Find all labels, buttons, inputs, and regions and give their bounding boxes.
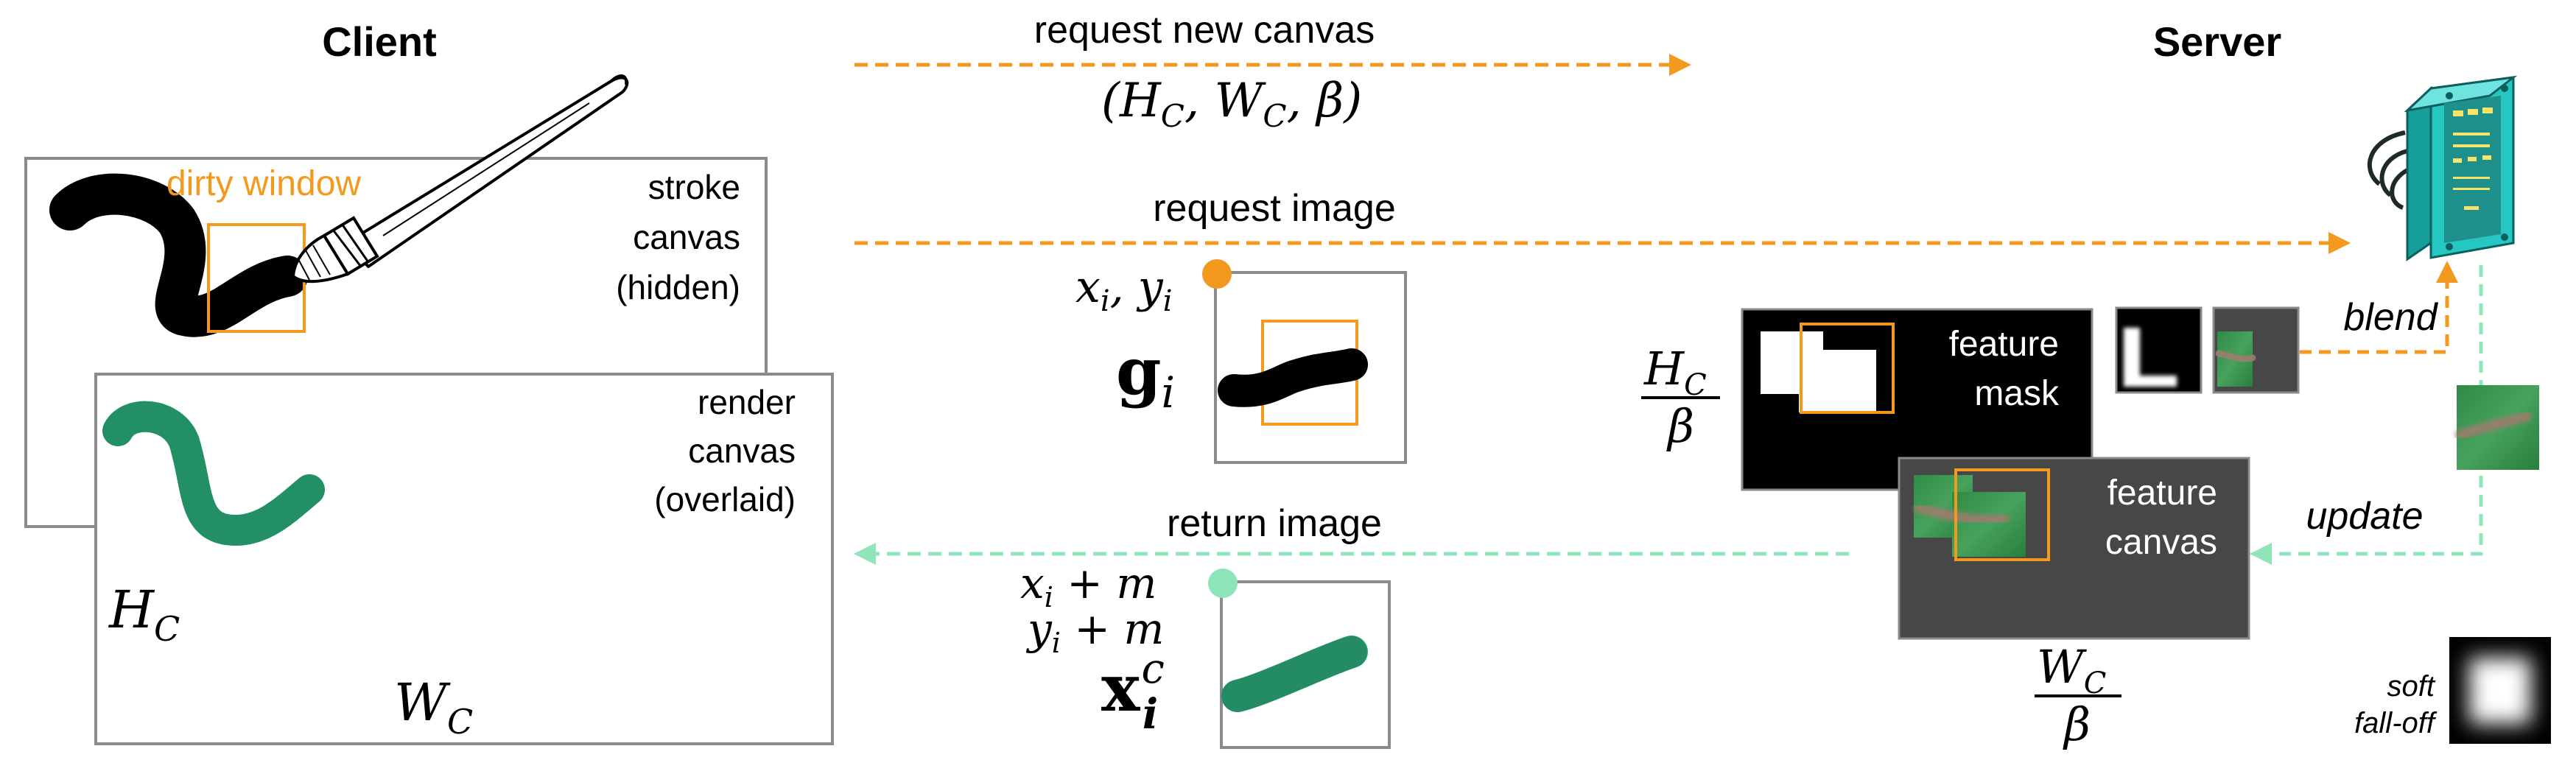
return-patch: xi + m yi + m xc i	[1020, 558, 1391, 749]
render-canvas: render canvas (overlaid) HC WC	[94, 373, 834, 745]
request-patch-coords: xi, yi	[1075, 261, 1173, 318]
return-image-message: return image	[854, 502, 1849, 565]
request-new-canvas-params: (HC, WC, β)	[1101, 74, 1362, 134]
server-rack-icon	[2367, 75, 2518, 261]
feature-canvas-window	[1954, 468, 2050, 561]
update-path: update	[2250, 265, 2539, 565]
request-image-label: request image	[1153, 187, 1396, 230]
blend-inputs: blend	[2115, 261, 2458, 394]
stroke-canvas-label-line3: (hidden)	[616, 268, 740, 306]
server-heading: Server	[2153, 18, 2281, 65]
width-fraction-denominator: β	[2063, 697, 2091, 751]
soft-falloff-glow	[2469, 658, 2531, 724]
width-fraction-numerator: WC	[2037, 640, 2106, 700]
client-heading: Client	[322, 18, 437, 65]
return-patch-coord-x: xi + m	[1020, 558, 1157, 613]
render-canvas-label-line2: canvas	[688, 432, 796, 470]
request-new-canvas-label: request new canvas	[1034, 9, 1375, 52]
feature-mask-label-line1: feature	[1949, 325, 2059, 364]
return-patch-symbol: xc i	[1101, 645, 1165, 739]
render-canvas-frame	[94, 373, 834, 745]
return-patch-origin-dot	[1208, 569, 1238, 598]
black-stroke	[49, 173, 308, 337]
request-patch-frame	[1214, 271, 1407, 464]
blend-arrow	[2300, 261, 2458, 354]
request-patch-origin-dot	[1202, 259, 1232, 289]
height-fraction-numerator: HC	[1643, 342, 1707, 402]
render-width-symbol: WC	[394, 672, 473, 742]
paintbrush-icon	[291, 74, 629, 284]
request-new-canvas-message: request new canvas (HC, WC, β)	[854, 9, 1691, 134]
width-fraction: WC β	[2035, 640, 2121, 751]
return-image-label: return image	[1167, 502, 1382, 545]
render-canvas-label-line3: (overlaid)	[654, 480, 796, 518]
request-patch-stroke	[1218, 348, 1368, 407]
height-fraction: HC β	[1641, 342, 1720, 453]
render-canvas-label-line1: render	[698, 383, 796, 421]
soft-falloff: soft fall-off	[2354, 637, 2551, 744]
render-height-symbol: HC	[108, 580, 180, 649]
update-label: update	[2306, 495, 2423, 538]
feature-canvas-label-line2: canvas	[2105, 523, 2217, 562]
feature-mask-label-line2: mask	[1974, 374, 2060, 413]
dirty-window-label: dirty window	[166, 164, 361, 203]
feature-mask-white-block-2	[1799, 350, 1876, 412]
feature-canvas-label-line1: feature	[2108, 474, 2217, 513]
blend-label: blend	[2343, 296, 2438, 339]
update-arrow	[2250, 265, 2483, 565]
feature-canvas: feature canvas	[1898, 457, 2250, 640]
stroke-canvas-label-line2: canvas	[633, 218, 740, 256]
request-patch-symbol: gi	[1116, 333, 1175, 418]
soft-falloff-label-line1: soft	[2387, 670, 2436, 703]
request-image-message: request image	[854, 187, 2351, 254]
request-patch: xi, yi gi	[1075, 259, 1407, 464]
soft-falloff-label-line2: fall-off	[2354, 707, 2438, 739]
feature-mask-window	[1800, 323, 1895, 414]
stroke-canvas-label-line1: stroke	[648, 168, 740, 206]
return-patch-coord-y: yi + m	[1025, 604, 1164, 659]
height-fraction-denominator: β	[1666, 399, 1694, 453]
